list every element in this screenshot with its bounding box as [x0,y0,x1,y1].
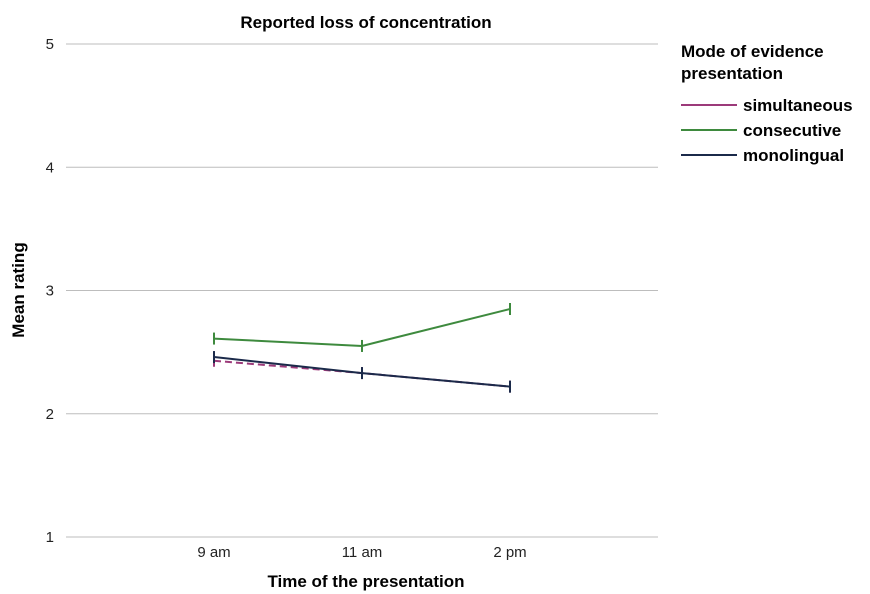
legend-item-simultaneous: simultaneous [681,96,853,115]
y-tick-label: 3 [46,283,54,300]
chart-title: Reported loss of concentration [240,13,491,32]
gridlines [66,43,658,538]
legend-label: simultaneous [743,96,853,115]
x-axis-title: Time of the presentation [267,572,464,591]
legend-label: monolingual [743,146,844,165]
series-monolingual [213,351,511,393]
series-lines [213,302,511,393]
x-tick-labels: 9 am 11 am 2 pm [197,544,526,561]
legend-item-consecutive: consecutive [681,121,841,140]
legend-label: consecutive [743,121,841,140]
x-tick-label: 9 am [197,544,230,561]
x-tick-label: 2 pm [493,544,526,561]
series-consecutive [213,302,511,352]
legend-items: simultaneous consecutive monolingual [681,96,853,165]
legend-item-monolingual: monolingual [681,146,844,165]
y-axis-title: Mean rating [9,242,28,337]
legend-title: Mode of evidence presentation [681,42,824,83]
y-tick-labels: 1 2 3 4 5 [46,36,54,546]
legend: Mode of evidence presentation simultaneou… [681,42,853,165]
y-tick-label: 2 [46,406,54,423]
x-tick-label: 11 am [342,544,383,561]
y-tick-label: 4 [46,159,54,176]
y-tick-label: 5 [46,36,54,53]
y-tick-label: 1 [46,529,54,546]
